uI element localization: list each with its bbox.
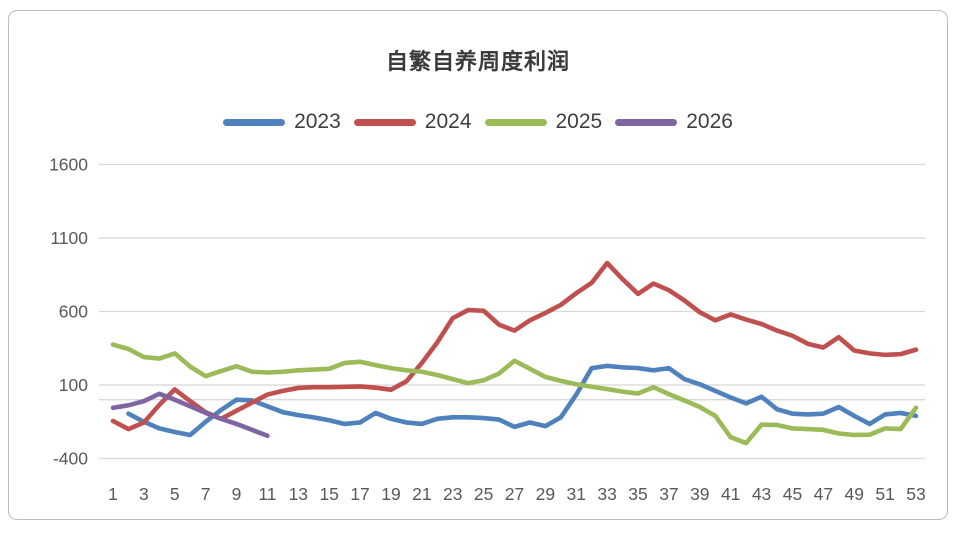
svg-text:33: 33: [597, 484, 616, 504]
svg-text:11: 11: [258, 484, 276, 504]
chart-title: 自繁自养周度利润: [385, 49, 570, 74]
legend-label-2023: 2023: [294, 110, 341, 133]
svg-text:19: 19: [381, 484, 400, 504]
svg-text:9: 9: [232, 484, 242, 504]
svg-text:43: 43: [752, 484, 771, 504]
svg-text:100: 100: [59, 375, 88, 395]
svg-text:47: 47: [814, 484, 833, 504]
svg-text:45: 45: [783, 484, 802, 504]
svg-text:49: 49: [844, 484, 863, 504]
svg-text:41: 41: [721, 484, 740, 504]
legend-item-2026: 2026: [615, 110, 733, 134]
svg-text:51: 51: [875, 484, 894, 504]
chart-card: 自繁自养周度利润 2023 2024 2025 2026 1600 1100 600…: [8, 10, 948, 520]
legend-item-2024: 2024: [353, 110, 472, 134]
svg-text:13: 13: [289, 484, 308, 504]
legend-label-2024: 2024: [424, 110, 472, 133]
svg-text:3: 3: [139, 484, 149, 504]
svg-text:600: 600: [59, 302, 88, 322]
svg-text:25: 25: [474, 484, 493, 504]
legend-swatch-2023: [223, 118, 286, 126]
legend: 2023 2024 2025 2026: [9, 110, 947, 134]
svg-text:23: 23: [443, 484, 462, 504]
svg-text:17: 17: [350, 484, 369, 504]
svg-text:-400: -400: [53, 449, 88, 469]
legend-swatch-2026: [615, 118, 678, 126]
legend-label-2026: 2026: [686, 110, 733, 133]
svg-text:1100: 1100: [50, 228, 88, 248]
svg-text:7: 7: [201, 484, 211, 504]
legend-swatch-2024: [353, 118, 416, 126]
svg-text:39: 39: [690, 484, 709, 504]
svg-text:1: 1: [108, 484, 118, 504]
svg-text:1600: 1600: [49, 155, 88, 175]
svg-text:31: 31: [567, 484, 586, 504]
legend-label-2025: 2025: [555, 110, 603, 133]
svg-text:15: 15: [319, 484, 338, 504]
svg-text:21: 21: [412, 484, 431, 504]
svg-text:27: 27: [505, 484, 524, 504]
svg-text:5: 5: [170, 484, 180, 504]
legend-item-2023: 2023: [223, 110, 341, 134]
svg-text:29: 29: [536, 484, 555, 504]
svg-text:37: 37: [659, 484, 678, 504]
legend-swatch-2025: [484, 118, 547, 126]
legend-item-2025: 2025: [484, 110, 603, 134]
svg-text:53: 53: [906, 484, 925, 504]
svg-text:35: 35: [628, 484, 647, 504]
